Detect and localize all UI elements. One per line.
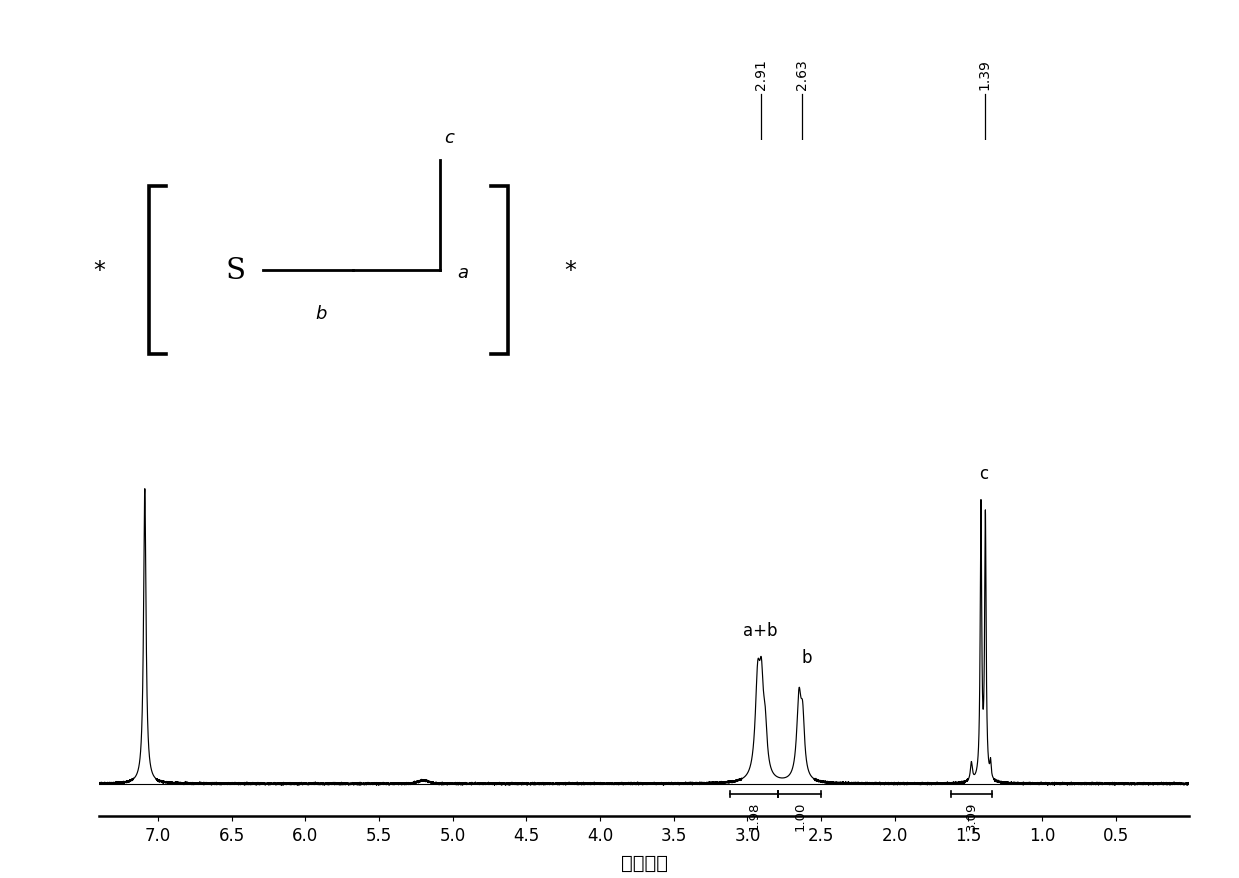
Text: a+b: a+b [742,622,777,640]
Text: a: a [457,264,468,282]
Text: *: * [93,259,105,283]
Text: S: S [225,256,245,284]
Text: 1.00: 1.00 [793,801,807,831]
Text: 3.09: 3.09 [965,801,978,831]
X-axis label: 化学位移: 化学位移 [621,853,668,872]
Text: b: b [802,648,813,666]
Text: 2.91: 2.91 [753,60,768,90]
Text: *: * [564,259,576,283]
Text: c: c [979,464,989,483]
Text: c: c [445,128,453,147]
Text: 1.98: 1.98 [747,801,761,831]
Text: b: b [315,305,326,322]
Text: 2.63: 2.63 [795,60,809,90]
Text: 1.39: 1.39 [978,60,991,90]
